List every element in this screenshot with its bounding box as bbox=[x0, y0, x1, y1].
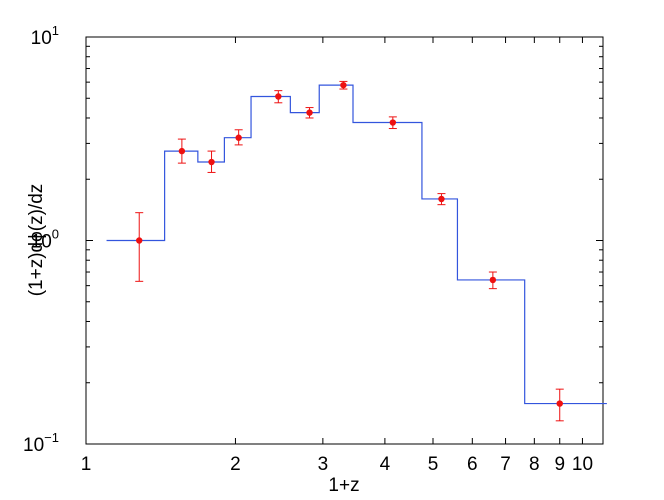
data-point bbox=[178, 147, 186, 155]
data-point bbox=[306, 109, 313, 116]
x-tick-label: 7 bbox=[500, 454, 511, 475]
x-tick-label: 1 bbox=[81, 454, 92, 475]
data-point bbox=[235, 134, 242, 141]
y-tick-label: 10−1 bbox=[23, 430, 59, 456]
data-point bbox=[136, 237, 143, 244]
y-tick-exponent: −1 bbox=[44, 430, 59, 445]
x-tick-label: 3 bbox=[318, 454, 329, 475]
x-tick-label: 2 bbox=[230, 454, 241, 475]
data-point bbox=[556, 400, 563, 407]
x-tick-label: 5 bbox=[428, 454, 439, 475]
x-axis-label: 1+z bbox=[328, 475, 359, 496]
x-tick-label: 6 bbox=[467, 454, 478, 475]
x-tick-label: 9 bbox=[554, 454, 565, 475]
y-tick-exponent: 1 bbox=[52, 23, 59, 38]
step-line bbox=[106, 84, 607, 405]
y-tick-exponent: 0 bbox=[52, 227, 59, 242]
plot-area bbox=[85, 36, 604, 445]
data-point bbox=[340, 81, 347, 89]
y-tick-base: 10 bbox=[23, 435, 44, 456]
data-point bbox=[208, 158, 215, 166]
data-point bbox=[389, 119, 397, 126]
data-point bbox=[438, 195, 445, 203]
x-axis: 1 2 3 4 5 6 7 8 9 10 bbox=[81, 37, 593, 475]
y-tick-base: 10 bbox=[31, 28, 52, 49]
x-tick-label: 8 bbox=[529, 454, 540, 475]
x-tick-label: 4 bbox=[380, 454, 391, 475]
y-axis-label: (1+z)dϕ(z)/dz bbox=[26, 184, 47, 297]
data-point bbox=[275, 93, 282, 100]
y-tick-base: 10 bbox=[31, 232, 52, 253]
y-tick-label: 101 bbox=[31, 23, 59, 49]
data-point bbox=[489, 276, 497, 284]
y-tick-label: 100 bbox=[31, 227, 59, 253]
x-tick-label: 10 bbox=[572, 454, 593, 475]
minor-ticks bbox=[86, 45, 603, 384]
series-layer bbox=[106, 80, 607, 422]
